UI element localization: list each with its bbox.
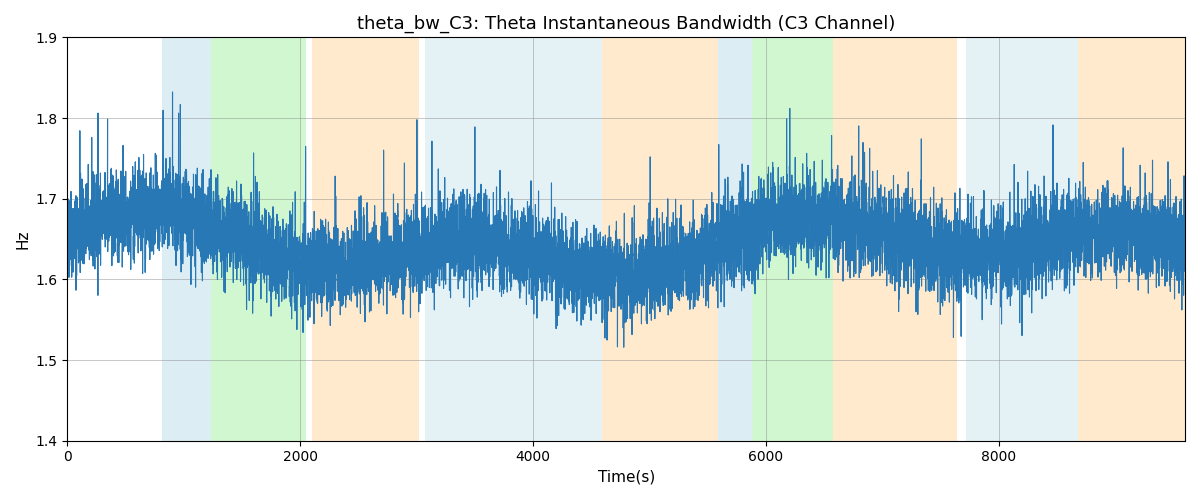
Bar (425, 38, 601, 440)
Bar (1078, 38, 1186, 440)
Bar (312, 38, 419, 440)
Bar (601, 38, 718, 440)
Bar (966, 38, 1078, 440)
Y-axis label: Hz: Hz (16, 230, 30, 249)
Bar (162, 38, 210, 440)
Bar (834, 38, 956, 440)
Bar (718, 38, 752, 440)
Bar (752, 38, 834, 440)
Bar (210, 38, 306, 440)
Title: theta_bw_C3: Theta Instantaneous Bandwidth (C3 Channel): theta_bw_C3: Theta Instantaneous Bandwid… (358, 15, 895, 34)
X-axis label: Time(s): Time(s) (598, 470, 655, 485)
